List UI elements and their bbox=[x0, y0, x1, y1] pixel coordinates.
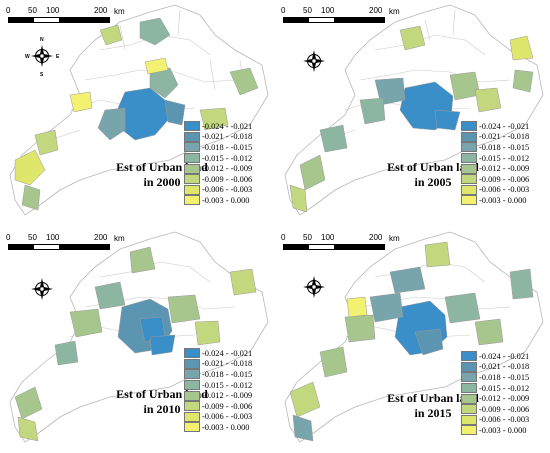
scale-label-0: 0 bbox=[6, 233, 11, 242]
legend-label: -0.006 - -0.003 bbox=[479, 185, 530, 195]
scale-bar: 0 50 100 200 km bbox=[281, 6, 411, 30]
scale-label-50: 50 bbox=[303, 233, 312, 242]
map-title-2015: Est of Urban land in 2015 bbox=[363, 391, 503, 421]
legend-label: -0.006 - -0.003 bbox=[479, 415, 530, 425]
legend-label: -0.021 - -0.018 bbox=[479, 132, 530, 142]
scale-bar-graphic bbox=[8, 244, 110, 250]
legend-label: -0.012 - -0.009 bbox=[202, 164, 253, 174]
scale-bar-graphic bbox=[8, 17, 110, 23]
title-line-2: in 2005 bbox=[414, 175, 452, 189]
compass-rose-icon bbox=[302, 49, 326, 73]
scale-bar: 0 50 100 200 km bbox=[6, 6, 136, 30]
map-2010 bbox=[9, 231, 269, 443]
scale-label-100: 100 bbox=[321, 233, 335, 242]
legend: -0.024 - -0.021 -0.021 - -0.018 -0.018 -… bbox=[461, 121, 541, 206]
compass-rose-icon bbox=[30, 277, 54, 301]
scale-bar-graphic bbox=[283, 17, 385, 23]
map-panel-2000: 0 50 100 200 km Est of Urban land in 200… bbox=[0, 0, 275, 226]
legend-label: -0.003 - 0.000 bbox=[202, 195, 250, 205]
legend-label: -0.018 - -0.015 bbox=[202, 142, 253, 152]
map-panel-2005: 0 50 100 200 km Est of Urban land in 200… bbox=[275, 0, 550, 226]
legend-label: -0.021 - -0.018 bbox=[202, 359, 253, 369]
scale-label-50: 50 bbox=[28, 233, 37, 242]
scale-unit: km bbox=[114, 7, 125, 16]
scale-label-100: 100 bbox=[46, 6, 60, 15]
legend-label: -0.015 - -0.012 bbox=[479, 153, 530, 163]
map-panel-2015: 0 50 100 200 km Est of Urban land in 201… bbox=[275, 227, 550, 453]
legend-label: -0.015 - -0.012 bbox=[202, 153, 253, 163]
scale-label-100: 100 bbox=[321, 6, 335, 15]
map-2005 bbox=[284, 4, 544, 216]
legend-label: -0.018 - -0.015 bbox=[479, 142, 530, 152]
map-2000 bbox=[9, 4, 269, 216]
legend-label: -0.012 - -0.009 bbox=[479, 164, 530, 174]
scale-label-0: 0 bbox=[6, 6, 11, 15]
legend-label: -0.024 - -0.021 bbox=[479, 121, 530, 131]
title-line-1: Est of Urban land bbox=[387, 391, 479, 405]
scale-label-200: 200 bbox=[369, 6, 383, 15]
legend-label: -0.018 - -0.015 bbox=[202, 369, 253, 379]
legend-label: -0.009 - -0.006 bbox=[479, 174, 530, 184]
legend-label: -0.009 - -0.006 bbox=[479, 404, 530, 414]
scale-label-200: 200 bbox=[94, 6, 108, 15]
legend-label: -0.021 - -0.018 bbox=[202, 132, 253, 142]
map-2015 bbox=[284, 231, 544, 443]
legend-label: -0.012 - -0.009 bbox=[479, 394, 530, 404]
legend-label: -0.003 - 0.000 bbox=[202, 422, 250, 432]
legend: -0.024 - -0.021 -0.021 - -0.018 -0.018 -… bbox=[461, 351, 541, 436]
scale-label-0: 0 bbox=[281, 6, 286, 15]
title-line-2: in 2015 bbox=[414, 406, 452, 420]
scale-unit: km bbox=[389, 234, 400, 243]
legend-label: -0.024 - -0.021 bbox=[202, 348, 253, 358]
legend-label: -0.018 - -0.015 bbox=[479, 372, 530, 382]
scale-label-200: 200 bbox=[94, 233, 108, 242]
legend-label: -0.015 - -0.012 bbox=[479, 383, 530, 393]
legend-label: -0.003 - 0.000 bbox=[479, 195, 527, 205]
map-panel-2010: 0 50 100 200 km Est of Urban land in 201… bbox=[0, 227, 275, 453]
scale-bar: 0 50 100 200 km bbox=[281, 233, 411, 257]
scale-unit: km bbox=[114, 234, 125, 243]
title-line-1: Est of Urban land bbox=[387, 160, 479, 174]
legend: -0.024 - -0.021 -0.021 - -0.018 -0.018 -… bbox=[184, 121, 264, 206]
legend-label: -0.009 - -0.006 bbox=[202, 174, 253, 184]
legend-label: -0.006 - -0.003 bbox=[202, 412, 253, 422]
legend-label: -0.009 - -0.006 bbox=[202, 401, 253, 411]
legend: -0.024 - -0.021 -0.021 - -0.018 -0.018 -… bbox=[184, 348, 264, 433]
compass-rose-icon bbox=[30, 44, 54, 68]
scale-label-100: 100 bbox=[46, 233, 60, 242]
legend-label: -0.021 - -0.018 bbox=[479, 362, 530, 372]
scale-label-200: 200 bbox=[369, 233, 383, 242]
legend-label: -0.012 - -0.009 bbox=[202, 391, 253, 401]
legend-label: -0.024 - -0.021 bbox=[479, 351, 530, 361]
map-title-2005: Est of Urban land in 2005 bbox=[363, 160, 503, 190]
scale-label-50: 50 bbox=[28, 6, 37, 15]
legend-label: -0.003 - 0.000 bbox=[479, 425, 527, 435]
legend-label: -0.024 - -0.021 bbox=[202, 121, 253, 131]
legend-label: -0.015 - -0.012 bbox=[202, 380, 253, 390]
title-line-2: in 2000 bbox=[143, 175, 181, 189]
scale-label-0: 0 bbox=[281, 233, 286, 242]
title-line-2: in 2010 bbox=[143, 402, 181, 416]
scale-bar: 0 50 100 200 km bbox=[6, 233, 136, 257]
scale-label-50: 50 bbox=[303, 6, 312, 15]
scale-bar-graphic bbox=[283, 244, 385, 250]
legend-label: -0.006 - -0.003 bbox=[202, 185, 253, 195]
compass-rose-icon bbox=[302, 275, 326, 299]
scale-unit: km bbox=[389, 7, 400, 16]
